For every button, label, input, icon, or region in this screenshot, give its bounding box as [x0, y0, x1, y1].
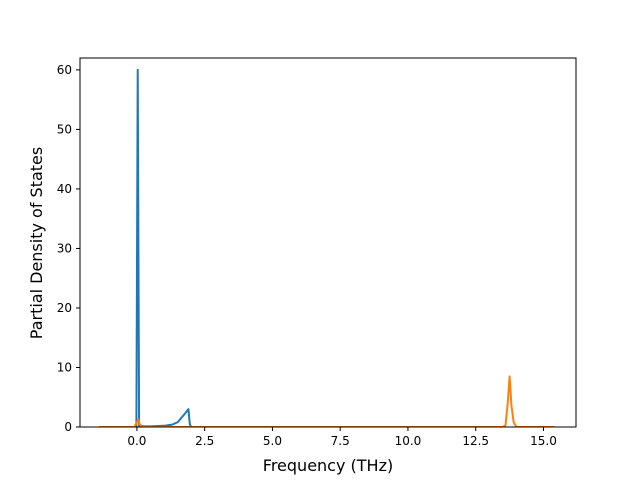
- x-tick-label: 5.0: [263, 434, 282, 448]
- axes: 0.0 2.5 5.0 7.5 10.0 12.5 15.0 0 10 20 30 40 50 60: [57, 57, 577, 448]
- x-tick-label: 10.0: [395, 434, 422, 448]
- series-line-1: [132, 68, 193, 427]
- x-tick-label: 12.5: [462, 434, 489, 448]
- x-tick-label: 7.5: [331, 434, 350, 448]
- y-tick-label: 10: [57, 360, 72, 374]
- y-tick-label: 20: [57, 301, 72, 315]
- x-tick-label: 2.5: [195, 434, 214, 448]
- y-tick-label: 30: [57, 241, 72, 255]
- x-tick-label: 15.0: [530, 434, 557, 448]
- y-tick-label: 60: [57, 63, 72, 77]
- plot-area: [98, 68, 555, 427]
- x-tick-label: 0.0: [127, 434, 146, 448]
- plot-frame: [79, 57, 577, 428]
- series-line-2: [98, 375, 555, 427]
- x-axis-title: Frequency (THz): [263, 456, 393, 475]
- y-tick-label: 50: [57, 122, 72, 136]
- y-axis-title: Partial Density of States: [27, 147, 46, 339]
- y-tick-label: 0: [64, 420, 72, 434]
- y-tick-label: 40: [57, 182, 72, 196]
